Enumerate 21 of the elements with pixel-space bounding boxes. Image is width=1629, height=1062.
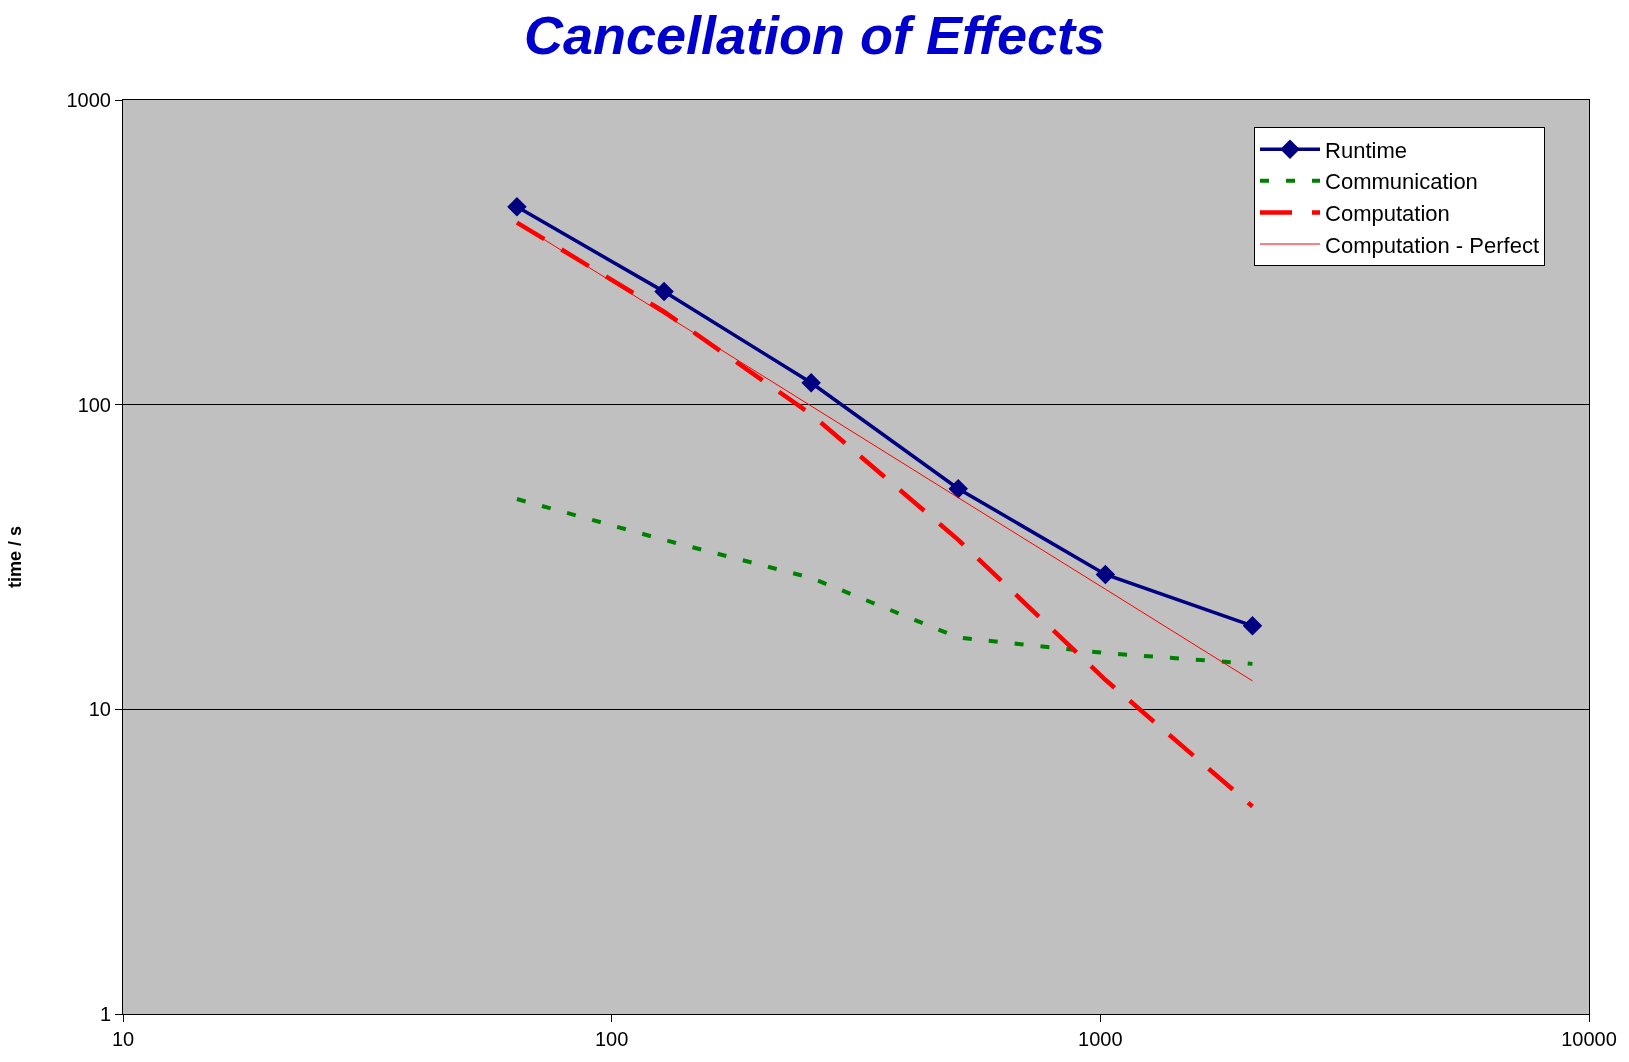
point (507, 197, 527, 217)
line-series (514, 497, 1255, 666)
y-axis-title: time / s (4, 525, 25, 589)
legend-label: Computation (1325, 201, 1450, 226)
x-tick-label: 10000 (1561, 1028, 1617, 1050)
point (654, 281, 674, 302)
legend-label: Runtime (1325, 137, 1407, 163)
point (1095, 564, 1116, 585)
x-tick-label: 100 (594, 1028, 629, 1050)
y-tick-label: 1000 (66, 89, 111, 111)
legend-label: Computation - Perfect (1325, 232, 1539, 258)
x-tick-label: 10 (111, 1028, 135, 1050)
chart-title: Cancellation of Effects (523, 4, 1106, 65)
point (801, 373, 821, 393)
point (948, 478, 969, 499)
y-tick-label: 1 (99, 1003, 111, 1025)
point (1242, 616, 1263, 636)
y-tick-label: 10 (88, 698, 111, 721)
legend-label: Communication (1325, 169, 1478, 195)
y-tick-label: 100 (77, 393, 111, 416)
x-tick-label: 1000 (1078, 1028, 1123, 1050)
